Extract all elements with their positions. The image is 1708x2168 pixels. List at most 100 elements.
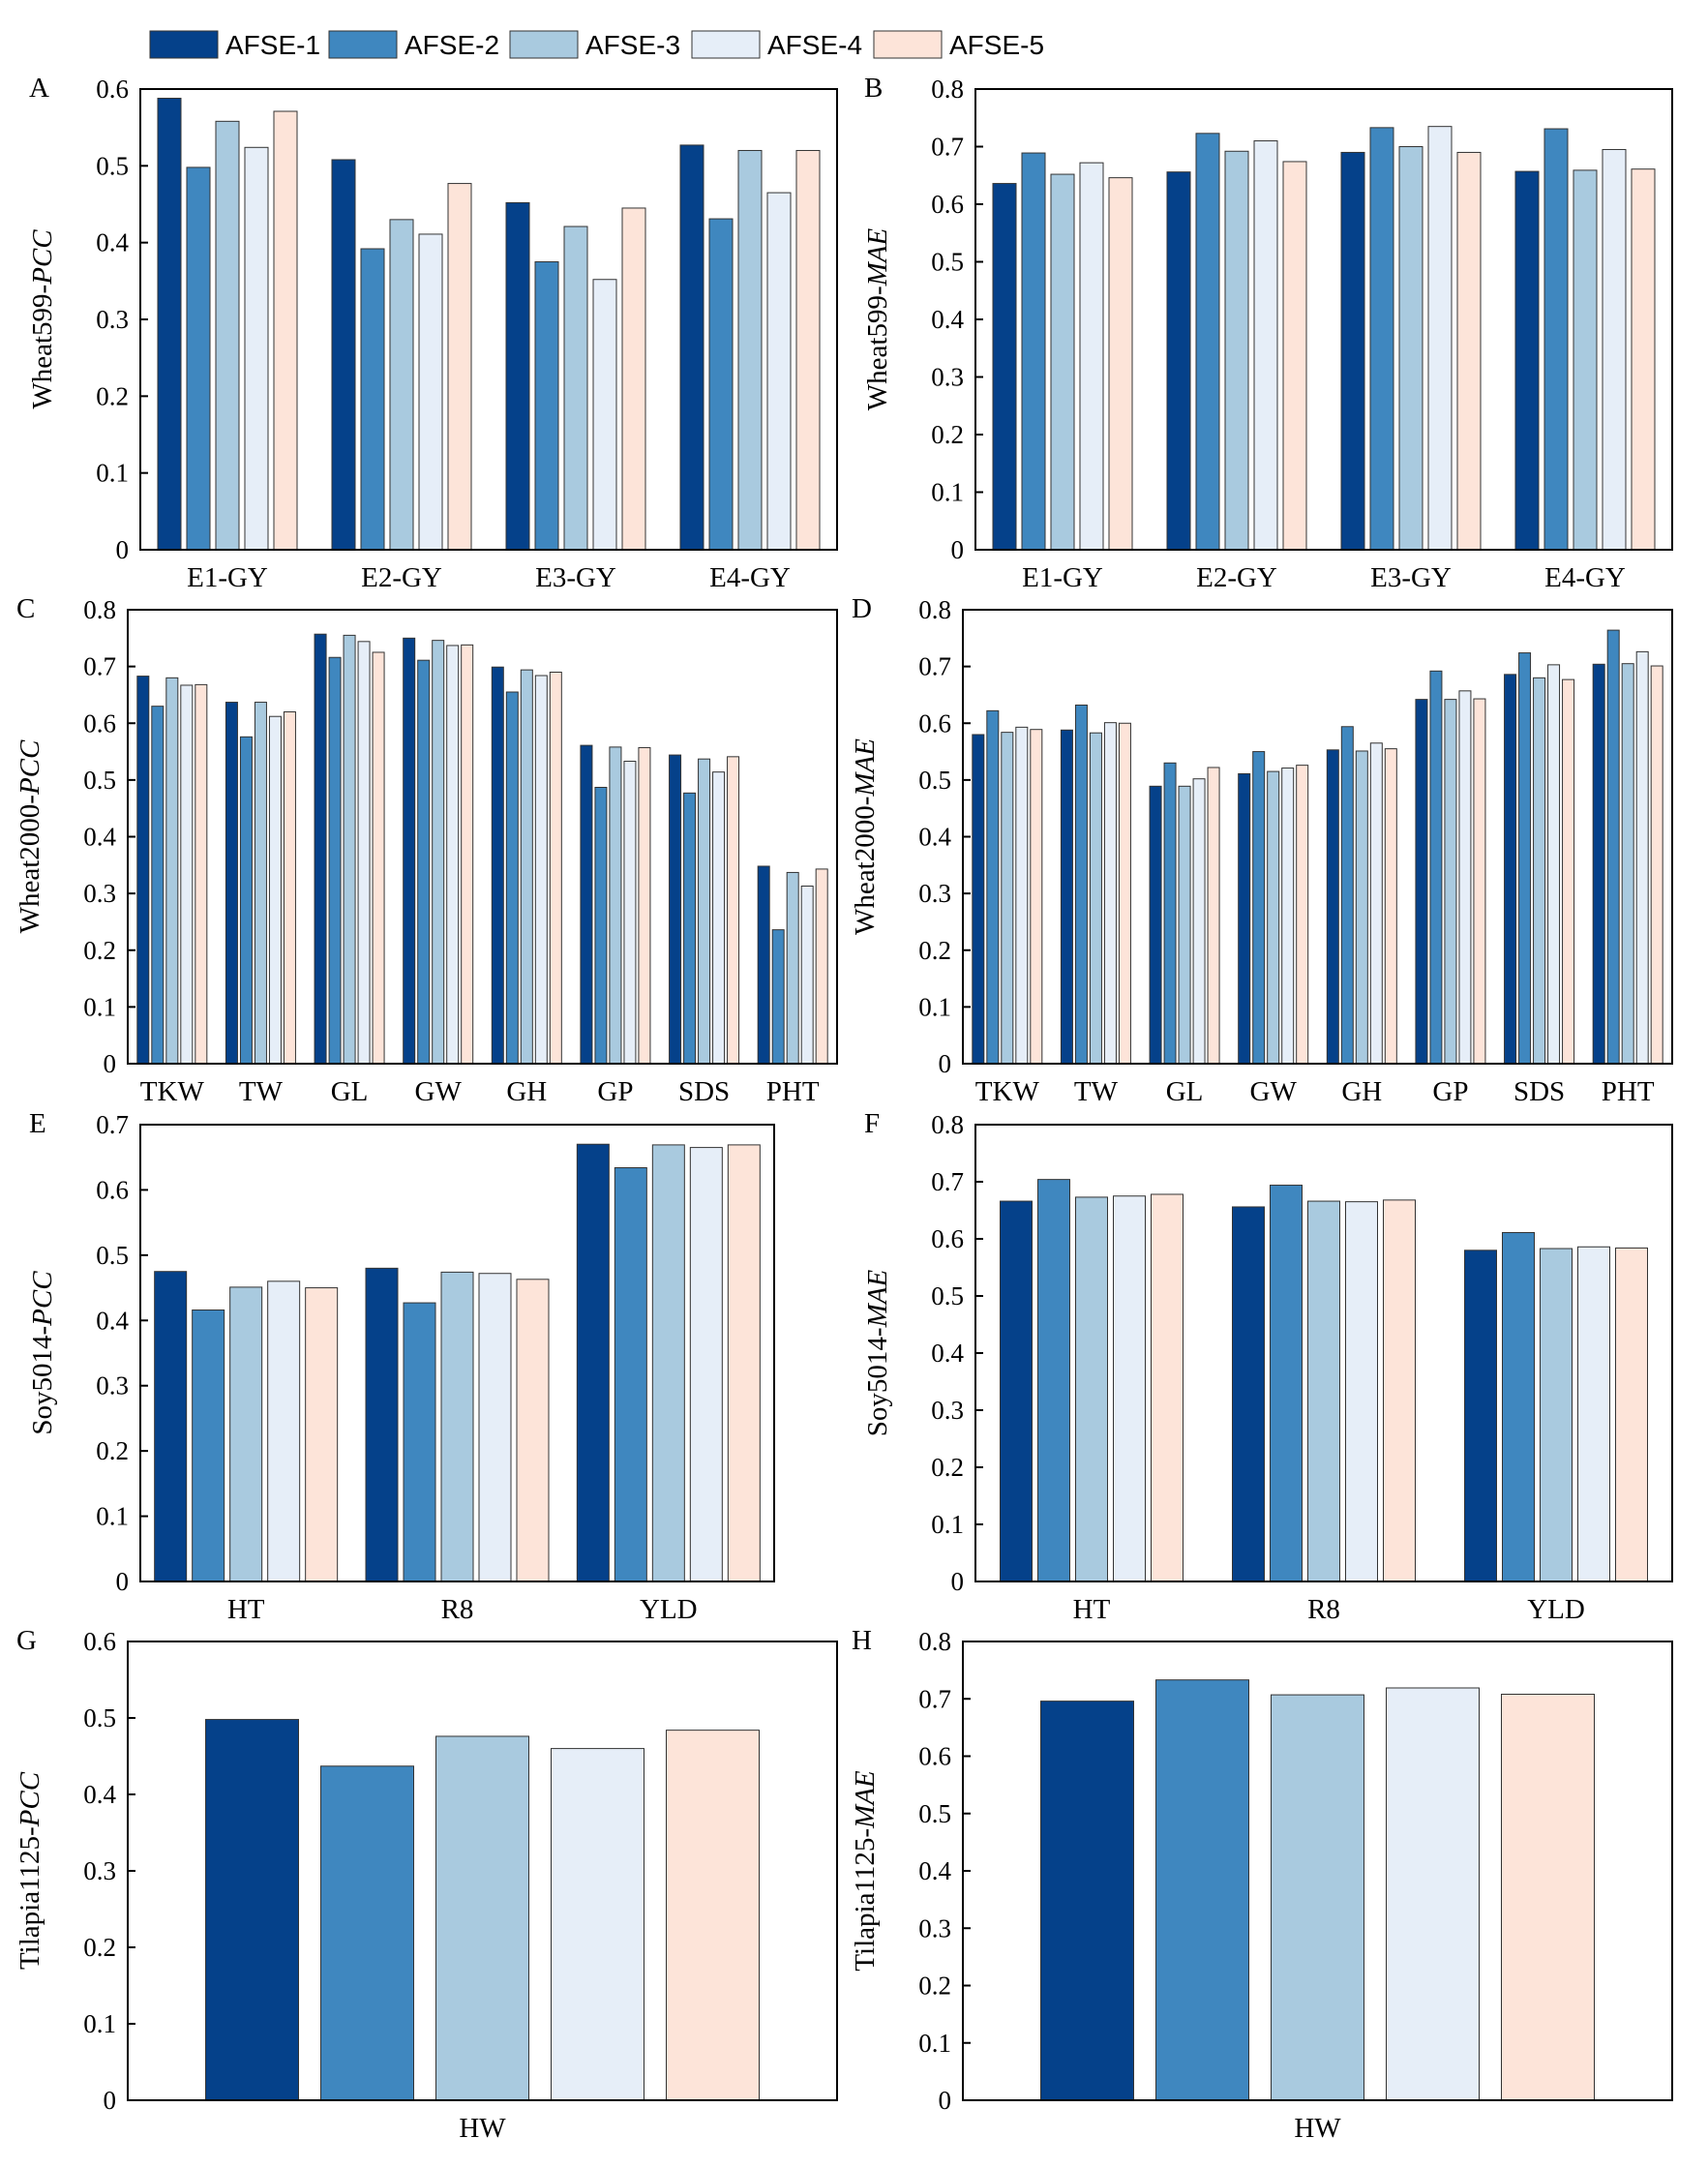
- bar-b-e2-gy-afse2: [1195, 133, 1220, 551]
- x-tick-label: SDS: [678, 1076, 730, 1107]
- bar-c-gp-afse4: [623, 761, 637, 1065]
- bar-a-e4-gy-afse2: [708, 218, 734, 551]
- bar-a-e1-gy-afse5: [273, 110, 298, 551]
- bar-b-e1-gy-afse5: [1108, 177, 1133, 551]
- legend-label: AFSE-2: [405, 30, 499, 60]
- bar-c-gl-afse3: [343, 634, 356, 1065]
- bar-d-tkw-afse3: [1001, 732, 1014, 1065]
- bar-d-tw-afse1: [1060, 729, 1073, 1065]
- y-tick-label: 0: [104, 2086, 117, 2115]
- bar-d-tkw-afse5: [1030, 729, 1043, 1065]
- bar-d-sds-afse5: [1562, 678, 1575, 1065]
- y-tick-label: 0.3: [83, 879, 116, 908]
- bar-d-gp-afse5: [1473, 698, 1486, 1065]
- panels: A E1-GY E2-GY E3-GY E4-GY 0 0.1 0.2 0.3 0.4 0.5 0.6…: [15, 73, 1673, 2144]
- y-tick-label: 0.1: [83, 2009, 116, 2038]
- bar-c-gp-afse3: [609, 746, 622, 1065]
- y-axis-title: Wheat2000-PCC: [15, 739, 45, 933]
- x-tick-label: GW: [415, 1076, 463, 1107]
- bar-b-e4-gy-afse3: [1573, 169, 1598, 551]
- x-tick-label: E2-GY: [1196, 562, 1277, 593]
- bar-c-tw-afse1: [225, 702, 238, 1065]
- y-tick-label: 0.5: [83, 1703, 116, 1732]
- y-tick-label: 0.5: [96, 1241, 129, 1270]
- bar-d-pht-afse2: [1606, 629, 1620, 1065]
- y-tick-label: 0.2: [96, 1436, 129, 1465]
- bar-f-r8-afse1: [1232, 1206, 1265, 1582]
- bar-a-e3-gy-afse1: [505, 201, 530, 551]
- legend-swatch: [691, 30, 761, 59]
- bar-c-sds-afse5: [727, 756, 740, 1065]
- y-tick-label: 0.6: [931, 190, 964, 219]
- bar-c-gh-afse1: [491, 666, 504, 1065]
- y-axis-title-prefix: Wheat2000-: [850, 797, 881, 935]
- bar-b-e1-gy-afse1: [992, 183, 1017, 551]
- plot-frame: [139, 1124, 775, 1582]
- bar-a-e2-gy-afse3: [389, 219, 414, 551]
- y-tick-label: 0.8: [931, 75, 964, 104]
- bar-c-pht-afse4: [800, 886, 814, 1065]
- bar-a-e3-gy-afse5: [621, 207, 646, 551]
- bar-b-e4-gy-afse2: [1543, 128, 1569, 551]
- bar-c-tw-afse4: [268, 715, 282, 1065]
- legend-item: AFSE-3: [509, 30, 680, 60]
- x-tick-label: HW: [1294, 2113, 1341, 2144]
- bar-a-e1-gy-afse4: [244, 146, 269, 551]
- bar-f-ht-afse1: [1000, 1200, 1033, 1582]
- panel-f: F HT R8 YLD 0 0.1 0.2 0.3 0.4 0.5 0.6 0.7 0.8 Soy5014…: [862, 1108, 1673, 1625]
- y-tick-label: 0.1: [918, 992, 951, 1021]
- x-tick-label: HT: [227, 1594, 265, 1625]
- bar-f-ht-afse5: [1151, 1193, 1184, 1582]
- x-tick-label: GP: [1432, 1076, 1468, 1107]
- y-tick-label: 0.6: [96, 75, 129, 104]
- bar-h-hw-afse4: [1386, 1687, 1480, 2101]
- bar-e-yld-afse1: [576, 1143, 610, 1582]
- bar-c-gl-afse1: [314, 633, 327, 1065]
- bar-b-e2-gy-afse3: [1224, 150, 1249, 551]
- bar-c-sds-afse3: [698, 758, 711, 1065]
- bar-b-e1-gy-afse3: [1050, 173, 1075, 551]
- y-tick-label: 0.3: [83, 1856, 116, 1885]
- y-tick-label: 0.3: [931, 1396, 964, 1425]
- bar-c-sds-afse1: [669, 754, 682, 1065]
- y-tick-label: 0.7: [918, 652, 951, 681]
- y-tick-label: 0.2: [83, 1933, 116, 1962]
- y-tick-label: 0.5: [931, 1281, 964, 1310]
- y-tick-label: 0.7: [83, 652, 116, 681]
- y-tick-label: 0.1: [96, 459, 129, 488]
- bar-d-gp-afse1: [1415, 699, 1428, 1065]
- panel-a: A E1-GY E2-GY E3-GY E4-GY 0 0.1 0.2 0.3 0.4 0.5 0.6…: [27, 73, 838, 593]
- y-tick-label: 0.3: [918, 879, 951, 908]
- legend-swatch: [328, 30, 398, 59]
- y-tick-label: 0.5: [96, 151, 129, 180]
- y-tick-label: 0: [939, 2086, 952, 2115]
- bar-d-gh-afse4: [1369, 742, 1383, 1065]
- bar-c-gl-afse5: [372, 651, 385, 1065]
- bar-c-pht-afse5: [815, 868, 828, 1065]
- bar-d-gl-afse2: [1163, 762, 1177, 1065]
- panel-g: G HW 0 0.1 0.2 0.3 0.4 0.5 0.6 Tilapia1125-PCC: [15, 1625, 838, 2144]
- y-tick-label: 0.4: [918, 1856, 951, 1885]
- y-axis-title-prefix: Wheat599-: [27, 285, 58, 409]
- x-tick-label: SDS: [1513, 1076, 1565, 1107]
- y-tick-label: 0.5: [918, 766, 951, 795]
- bar-c-tw-afse2: [239, 736, 253, 1065]
- bar-d-gw-afse3: [1267, 770, 1280, 1065]
- y-tick-label: 0.1: [96, 1502, 129, 1531]
- y-axis-title-metric: MAE: [850, 1770, 881, 1829]
- y-axis-title: Wheat2000-MAE: [850, 738, 881, 935]
- bar-g-hw-afse3: [435, 1735, 529, 2101]
- panel-letter: G: [16, 1625, 37, 1656]
- legend-item: AFSE-1: [149, 30, 320, 60]
- y-tick-label: 0: [104, 1049, 117, 1078]
- bar-a-e4-gy-afse1: [679, 144, 704, 551]
- bar-e-r8-afse2: [403, 1302, 436, 1582]
- y-axis-title-metric: PCC: [15, 1771, 45, 1827]
- y-tick-label: 0.7: [96, 1110, 129, 1139]
- panel-letter: C: [16, 593, 35, 624]
- y-axis-title-prefix: Tilapia1125-: [850, 1828, 881, 1972]
- bar-f-yld-afse5: [1615, 1247, 1648, 1582]
- legend-item: AFSE-5: [873, 30, 1044, 60]
- y-tick-label: 0.3: [931, 363, 964, 392]
- bar-d-pht-afse3: [1621, 663, 1634, 1065]
